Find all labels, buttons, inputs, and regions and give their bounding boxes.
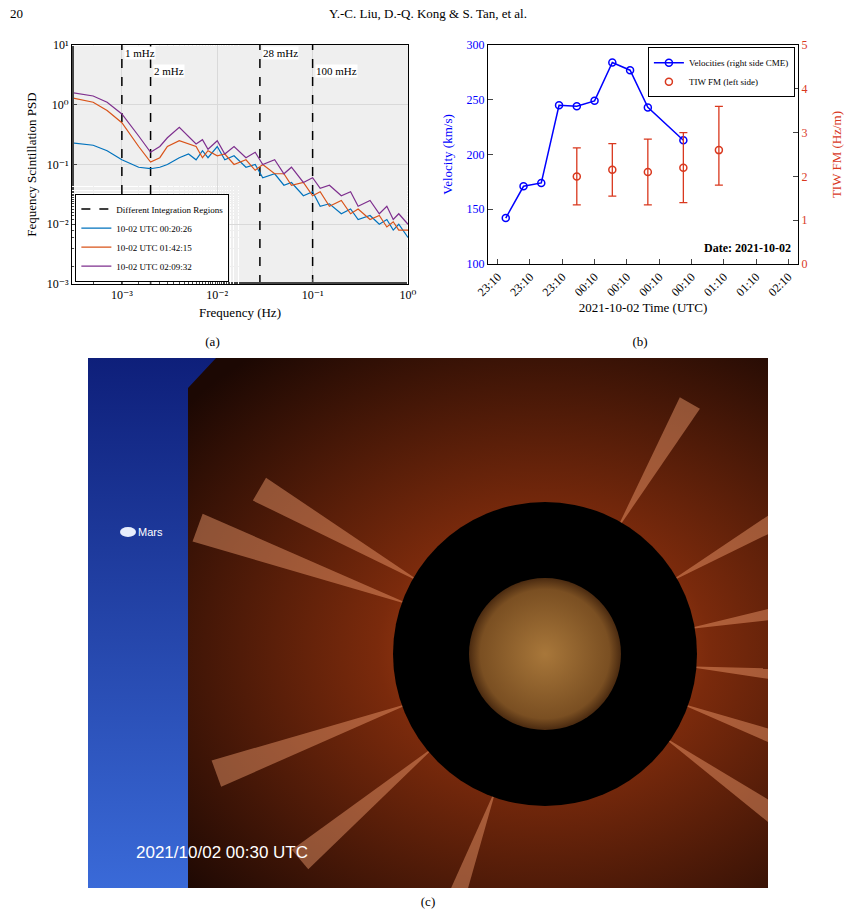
svg-text:300: 300 [467, 38, 485, 52]
svg-text:2 mHz: 2 mHz [154, 65, 184, 77]
svg-text:10⁻¹: 10⁻¹ [302, 288, 324, 302]
svg-text:Velocities (right side CME): Velocities (right side CME) [689, 58, 788, 68]
svg-text:23:10: 23:10 [507, 270, 536, 299]
svg-text:10⁻³: 10⁻³ [111, 288, 133, 302]
svg-text:10⁻²: 10⁻² [206, 288, 228, 302]
svg-text:10⁻¹: 10⁻¹ [47, 158, 69, 172]
svg-text:10⁰: 10⁰ [400, 288, 417, 302]
svg-text:10-02 UTC 00:20:26: 10-02 UTC 00:20:26 [116, 224, 192, 234]
svg-text:23:10: 23:10 [475, 270, 504, 299]
html-text:(b): (b) [632, 334, 648, 349]
svg-text:00:10: 00:10 [636, 270, 665, 299]
svg-text:Frequency (Hz): Frequency (Hz) [199, 305, 281, 320]
svg-text:Different Integration Regions: Different Integration Regions [116, 205, 223, 215]
svg-text:28 mHz: 28 mHz [263, 47, 298, 59]
svg-text:23:10: 23:10 [539, 270, 568, 299]
svg-text:250: 250 [467, 93, 485, 107]
svg-text:Date: 2021-10-02: Date: 2021-10-02 [704, 241, 791, 255]
svg-text:2021-10-02 Time (UTC): 2021-10-02 Time (UTC) [579, 300, 708, 315]
svg-text:Velocity (km/s): Velocity (km/s) [440, 114, 455, 195]
svg-text:200: 200 [467, 148, 485, 162]
svg-text:2: 2 [801, 170, 807, 184]
html-text:(c): (c) [420, 894, 436, 909]
svg-text:5: 5 [801, 38, 807, 52]
svg-text:10-02 UTC 01:42:15: 10-02 UTC 01:42:15 [116, 243, 192, 253]
svg-text:100: 100 [467, 257, 485, 271]
html-text:(a): (a) [205, 334, 220, 349]
svg-text:01:10: 01:10 [733, 270, 762, 299]
svg-text:3: 3 [801, 126, 807, 140]
svg-text:10¹: 10¹ [53, 38, 69, 52]
svg-text:Fequency Scintillation PSD: Fequency Scintillation PSD [24, 92, 39, 236]
svg-text:TIW FM (Hz/m): TIW FM (Hz/m) [829, 111, 844, 198]
svg-text:01:10: 01:10 [701, 270, 730, 299]
svg-text:1 mHz: 1 mHz [125, 47, 155, 59]
svg-text:10⁻³: 10⁻³ [47, 277, 69, 291]
svg-text:00:10: 00:10 [572, 270, 601, 299]
svg-text:10⁰: 10⁰ [52, 98, 69, 112]
svg-text:0: 0 [801, 257, 807, 271]
svg-text:Mars: Mars [138, 526, 163, 538]
svg-text:10⁻²: 10⁻² [47, 217, 69, 231]
svg-text:00:10: 00:10 [669, 270, 698, 299]
svg-text:100 mHz: 100 mHz [316, 65, 357, 77]
svg-text:00:10: 00:10 [604, 270, 633, 299]
svg-text:4: 4 [801, 82, 807, 96]
html-text:Y.-C. Liu, D.-Q. Kong & S. Tan: Y.-C. Liu, D.-Q. Kong & S. Tan, et al. [329, 6, 527, 21]
html-text:20: 20 [10, 6, 23, 21]
svg-text:TIW FM (left side): TIW FM (left side) [689, 77, 758, 87]
svg-text:02:10: 02:10 [765, 270, 794, 299]
svg-text:1: 1 [801, 213, 807, 227]
svg-text:2021/10/02 00:30 UTC: 2021/10/02 00:30 UTC [136, 843, 308, 862]
svg-text:150: 150 [467, 202, 485, 216]
svg-text:10-02 UTC 02:09:32: 10-02 UTC 02:09:32 [116, 262, 192, 272]
